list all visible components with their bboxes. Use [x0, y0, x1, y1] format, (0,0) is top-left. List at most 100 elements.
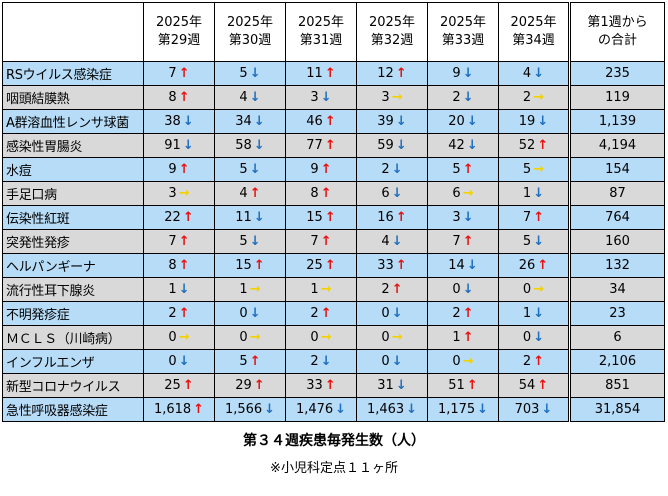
trend-down-arrow-icon: ↓ — [533, 306, 545, 321]
count-value: 4 — [239, 90, 248, 105]
week-count-cell: 5 ↑ — [214, 349, 286, 374]
count-value: 5 — [239, 162, 248, 177]
count-value: 2 — [310, 354, 319, 369]
week-count-cell: 52 ↑ — [498, 133, 570, 158]
trend-flat-arrow-icon: → — [249, 282, 261, 297]
week-count-cell: 7 ↑ — [285, 229, 357, 254]
trend-down-arrow-icon: ↓ — [533, 330, 545, 345]
header-week-32: 2025年 第32週 — [356, 2, 428, 62]
count-value: 42 — [448, 138, 465, 153]
trend-flat-arrow-icon: → — [391, 330, 403, 345]
count-value: 5 — [239, 234, 248, 249]
week-count-cell: 2 ↑ — [143, 301, 215, 326]
cumulative-total-cell: 119 — [568, 85, 665, 110]
trend-up-arrow-icon: ↑ — [178, 162, 190, 177]
trend-up-arrow-icon: ↑ — [324, 210, 336, 225]
table-row: 不明発疹症 2 ↑ 0 ↓ 2 ↑ 0 ↓ 2 ↑ 1 ↓ 23 — [2, 301, 665, 326]
count-value: 15 — [235, 258, 252, 273]
count-value: 59 — [377, 138, 394, 153]
count-value: 1,476 — [295, 402, 334, 417]
count-value: 51 — [448, 378, 465, 393]
count-value: 29 — [235, 378, 252, 393]
trend-flat-arrow-icon: → — [533, 282, 545, 297]
disease-name-cell: 伝染性紅斑 — [2, 205, 144, 230]
week-count-cell: 31 ↓ — [356, 373, 428, 398]
week-count-cell: 0 → — [285, 325, 357, 350]
trend-up-arrow-icon: ↑ — [320, 186, 332, 201]
count-value: 5 — [452, 162, 461, 177]
header-week-33-label: 第33週 — [441, 33, 485, 48]
week-count-cell: 16 ↑ — [356, 205, 428, 230]
count-value: 0 — [168, 330, 177, 345]
table-row: インフルエンザ 0 ↓ 5 ↑ 2 ↓ 0 ↓ 0 → 2 ↑ 2,106 — [2, 349, 665, 374]
count-value: 4 — [381, 234, 390, 249]
week-count-cell: 1,566 ↓ — [214, 397, 286, 422]
count-value: 52 — [518, 138, 536, 153]
week-count-cell: 34 ↓ — [214, 109, 286, 134]
trend-down-arrow-icon: ↓ — [320, 354, 332, 369]
trend-down-arrow-icon: ↓ — [462, 90, 474, 105]
trend-down-arrow-icon: ↓ — [335, 402, 347, 417]
week-count-cell: 42 ↓ — [427, 133, 499, 158]
week-count-cell: 4 ↓ — [498, 61, 570, 86]
trend-flat-arrow-icon: → — [320, 330, 332, 345]
trend-down-arrow-icon: ↓ — [477, 402, 489, 417]
week-count-cell: 46 ↑ — [285, 109, 357, 134]
trend-down-arrow-icon: ↓ — [466, 258, 478, 273]
count-value: 0 — [239, 306, 248, 321]
week-count-cell: 19 ↓ — [498, 109, 570, 134]
week-count-cell: 0 → — [356, 325, 428, 350]
disease-name-cell: 手足口病 — [2, 181, 144, 206]
trend-flat-arrow-icon: → — [533, 162, 545, 177]
trend-down-arrow-icon: ↓ — [182, 114, 194, 129]
week-count-cell: 4 ↓ — [356, 229, 428, 254]
trend-down-arrow-icon: ↓ — [182, 138, 194, 153]
trend-flat-arrow-icon: → — [462, 354, 474, 369]
cumulative-total-cell: 132 — [568, 253, 665, 278]
count-value: 25 — [306, 258, 323, 273]
week-count-cell: 91 ↓ — [143, 133, 215, 158]
count-value: 1 — [522, 306, 532, 321]
week-count-cell: 20 ↓ — [427, 109, 499, 134]
week-count-cell: 2 ↓ — [427, 85, 499, 110]
trend-down-arrow-icon: ↓ — [253, 210, 265, 225]
trend-up-arrow-icon: ↑ — [253, 378, 265, 393]
count-value: 703 — [514, 402, 540, 417]
count-value: 2 — [522, 354, 532, 369]
week-count-cell: 1,175 ↓ — [427, 397, 499, 422]
week-count-cell: 38 ↓ — [143, 109, 215, 134]
trend-down-arrow-icon: ↓ — [533, 186, 545, 201]
trend-flat-arrow-icon: → — [178, 330, 190, 345]
table-caption: 第３４週疾患毎発生数（人） — [243, 433, 425, 449]
cumulative-total-cell: 2,106 — [568, 349, 665, 374]
cumulative-total-cell: 87 — [568, 181, 665, 206]
trend-up-arrow-icon: ↑ — [320, 306, 332, 321]
trend-down-arrow-icon: ↓ — [178, 282, 190, 297]
week-count-cell: 4 ↓ — [214, 85, 286, 110]
week-count-cell: 25 ↑ — [143, 373, 215, 398]
count-value: 7 — [310, 234, 319, 249]
disease-name-cell: RSウイルス感染症 — [2, 61, 144, 86]
table-row: 手足口病 3 → 4 ↑ 8 ↑ 6 ↓ 6 → 1 ↓ 87 — [2, 181, 665, 206]
week-count-cell: 3 ↓ — [285, 85, 357, 110]
count-value: 39 — [377, 114, 394, 129]
week-count-cell: 3 → — [143, 181, 215, 206]
trend-down-arrow-icon: ↓ — [391, 186, 403, 201]
disease-name-cell: 感染性胃腸炎 — [2, 133, 144, 158]
trend-up-arrow-icon: ↑ — [178, 306, 190, 321]
count-value: 2 — [452, 306, 461, 321]
trend-up-arrow-icon: ↑ — [537, 378, 549, 393]
trend-up-arrow-icon: ↑ — [182, 378, 194, 393]
disease-name-cell: ヘルパンギーナ — [2, 253, 144, 278]
count-value: 91 — [164, 138, 181, 153]
week-count-cell: 15 ↑ — [285, 205, 357, 230]
count-value: 1 — [239, 282, 248, 297]
trend-flat-arrow-icon: → — [533, 90, 545, 105]
week-count-cell: 5 ↓ — [214, 229, 286, 254]
header-week-33-year: 2025年 — [439, 15, 487, 30]
header-week-32-year: 2025年 — [368, 15, 416, 30]
header-total: 第1週から の合計 — [568, 2, 665, 62]
count-value: 0 — [522, 330, 532, 345]
trend-down-arrow-icon: ↓ — [249, 234, 261, 249]
cumulative-total-cell: 34 — [568, 277, 665, 302]
